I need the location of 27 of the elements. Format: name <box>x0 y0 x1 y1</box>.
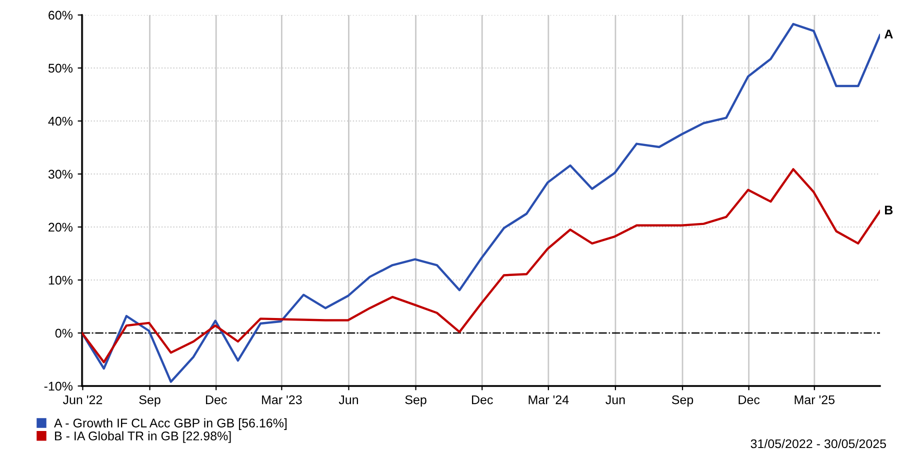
y-tick-label: 10% <box>48 276 73 285</box>
x-tick-label: Mar '24 <box>528 395 569 404</box>
text: 31/05/2022 - 30/05/2025 <box>750 439 886 448</box>
x-tick-label: Jun <box>606 395 625 404</box>
annotation: A <box>884 30 893 38</box>
x-tick-label: Sep <box>405 395 426 407</box>
x-tick-label: Sep <box>139 395 160 407</box>
x-tick-label: Mar '23 <box>262 395 302 404</box>
x-tick-label: Dec <box>472 395 493 404</box>
y-tick-label: 40% <box>48 116 73 126</box>
line-series <box>82 22 880 383</box>
y-tick-label: 50% <box>48 64 73 73</box>
y-tick-label: 0% <box>55 328 73 338</box>
legend-label: B - IA Global TR in GB [22.98%] <box>55 431 231 443</box>
y-tick-label: 20% <box>48 222 73 232</box>
x-tick-label: Jun '22 <box>62 395 102 404</box>
x-tick-label: Dec <box>206 395 227 404</box>
x-tick-label: Mar '25 <box>794 395 835 404</box>
x-tick-label: Dec <box>738 395 760 404</box>
y-tick-label: 60% <box>48 10 73 20</box>
annotation: B <box>885 206 893 214</box>
y-tick-label: -10% <box>44 382 73 391</box>
x-tick-label: Sep <box>672 395 694 407</box>
y-tick-label: 30% <box>48 170 73 179</box>
legend-label: A - Growth IF CL Acc GBP in GB [56.16%] <box>54 418 287 430</box>
x-tick-label: Jun <box>338 395 358 404</box>
line-series <box>82 168 880 364</box>
